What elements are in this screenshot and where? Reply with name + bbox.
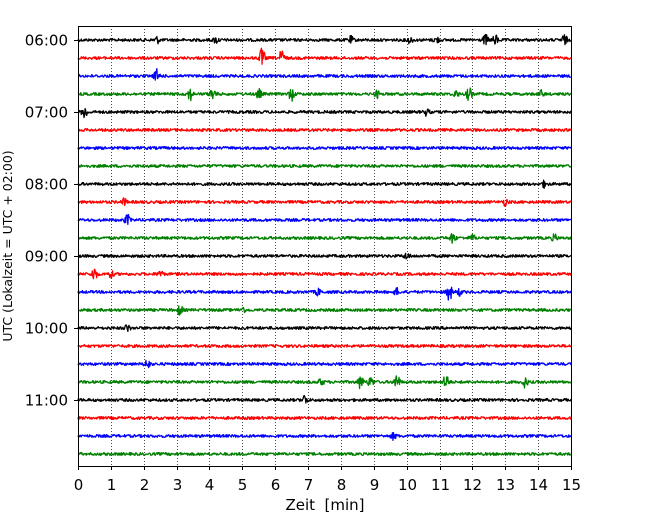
trace-0715: [77, 127, 572, 133]
x-tick-label: 15: [562, 476, 581, 494]
x-tick-label: 13: [496, 476, 515, 494]
x-tick-label: 5: [238, 476, 248, 494]
y-tick-label: 07:00: [25, 104, 68, 122]
plot-frame: [78, 26, 572, 467]
x-tick-label: 12: [463, 476, 482, 494]
x-tick-label: 11: [431, 476, 450, 494]
trace-0930: [77, 286, 572, 301]
trace-0700: [77, 107, 572, 119]
x-tick-label: 3: [173, 476, 183, 494]
trace-0630: [77, 67, 572, 81]
trace-0800: [77, 179, 572, 189]
y-axis-label: UTC (Lokalzeit = UTC + 02:00): [0, 150, 15, 341]
y-tick-label: 09:00: [25, 248, 68, 266]
y-tick-label: 10:00: [25, 320, 68, 338]
y-tick-label: 11:00: [25, 392, 68, 410]
x-tick-label: 14: [529, 476, 548, 494]
trace-0645: [77, 87, 572, 102]
y-axis-ticks: 06:00 07:00 08:00 09:00 10:00 11:00: [25, 32, 78, 410]
x-tick-label: 7: [304, 476, 314, 494]
trace-1130: [77, 431, 572, 441]
trace-0830: [77, 214, 572, 226]
trace-0600: [77, 33, 572, 46]
x-tick-label: 4: [205, 476, 215, 494]
x-tick-label: 0: [74, 476, 84, 494]
trace-1015: [77, 343, 572, 349]
trace-1045: [77, 375, 572, 390]
x-tick-label: 2: [140, 476, 150, 494]
x-axis-label: Zeit [min]: [285, 496, 364, 514]
trace-0730: [77, 145, 572, 151]
x-tick-label: 8: [337, 476, 347, 494]
traces: [77, 33, 572, 457]
trace-0945: [77, 305, 572, 316]
x-grid: [111, 26, 539, 466]
y-tick-label: 06:00: [25, 32, 68, 50]
trace-1030: [77, 359, 572, 369]
trace-1100: [77, 394, 572, 404]
trace-1000: [77, 324, 572, 333]
trace-0845: [77, 233, 572, 244]
x-tick-label: 9: [370, 476, 380, 494]
trace-0745: [77, 163, 572, 169]
trace-1115: [77, 415, 572, 421]
trace-0915: [77, 268, 572, 280]
x-tick-label: 1: [107, 476, 117, 494]
trace-0900: [77, 252, 572, 260]
x-axis-ticks: 0 1 2 3 4 5 6 7 8 9 10 11 12 13 14 15: [74, 466, 581, 494]
x-tick-label: 10: [398, 476, 417, 494]
x-tick-label: 6: [271, 476, 281, 494]
trace-0615: [77, 47, 572, 65]
trace-0815: [77, 197, 572, 207]
trace-1145: [77, 451, 572, 457]
y-tick-label: 08:00: [25, 176, 68, 194]
